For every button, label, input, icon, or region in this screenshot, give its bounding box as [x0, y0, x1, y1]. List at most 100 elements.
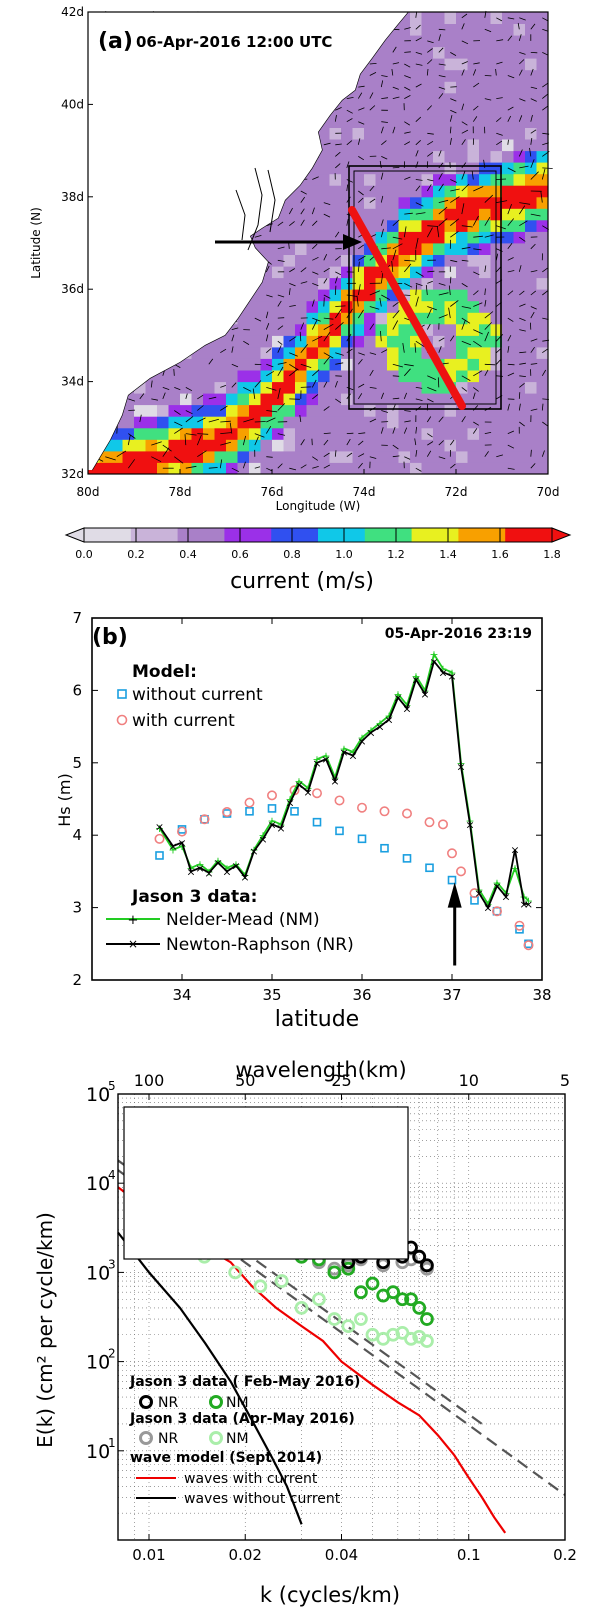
current-cell: [352, 439, 365, 452]
x-tick-label: 70d: [537, 485, 560, 499]
current-cell: [433, 46, 445, 59]
current-vector: [323, 452, 330, 458]
nr-point: ×: [456, 760, 465, 773]
nm-point: +: [348, 746, 357, 759]
nm-apr-point: [294, 1300, 309, 1315]
nm-point: +: [411, 670, 420, 683]
current-cell: [283, 312, 296, 325]
current-vector: [334, 276, 338, 284]
current-cell: [444, 69, 457, 82]
current-vector: [266, 363, 274, 368]
current-vector: [369, 290, 381, 296]
current-cell: [513, 185, 526, 198]
current-vector: [300, 281, 308, 284]
nr-point: ×: [204, 867, 213, 880]
current-cell: [203, 346, 215, 359]
current-vector: [139, 393, 145, 400]
current-vector: [496, 266, 502, 273]
current-vector: [518, 403, 521, 411]
colorbar-segment: [224, 528, 272, 542]
current-vector: [530, 137, 533, 145]
current-cell: [513, 104, 526, 117]
current-vector: [427, 40, 434, 44]
current-cell: [479, 196, 491, 209]
current-vector: [300, 208, 305, 215]
altimeter-track: [348, 206, 466, 410]
current-cell: [479, 335, 491, 348]
current-vector: [312, 369, 320, 377]
current-cell: [398, 243, 411, 255]
current-cell: [398, 185, 411, 198]
current-cell: [387, 196, 399, 209]
current-cell: [444, 162, 457, 175]
current-cell: [421, 69, 434, 82]
nm-point: +: [447, 666, 456, 679]
current-cell: [260, 300, 273, 313]
current-cell: [479, 208, 491, 221]
current-vector: [507, 444, 515, 449]
current-cell: [479, 381, 491, 394]
current-vector: [415, 449, 418, 457]
current-cell: [456, 462, 468, 475]
current-vector: [517, 22, 520, 30]
current-cell: [226, 381, 238, 394]
current-cell: [444, 404, 457, 417]
current-vector: [530, 290, 537, 296]
current-cell: [318, 439, 330, 452]
current-vector: [392, 397, 400, 400]
current-vector: [530, 338, 538, 342]
current-vector: [323, 317, 334, 320]
current-vector: [449, 137, 452, 145]
current-cell: [352, 266, 365, 279]
nr-point: ×: [348, 750, 357, 763]
current-vector: [323, 381, 328, 388]
panel-b-frame: [91, 617, 543, 981]
current-cell: [306, 393, 319, 406]
current-vector: [427, 132, 434, 135]
current-vector: [266, 348, 272, 354]
without-current-point: [515, 925, 524, 934]
current-cell: [364, 427, 376, 440]
current-vector: [323, 267, 330, 273]
current-vector: [254, 317, 262, 322]
current-vector: [197, 417, 206, 423]
current-cell: [203, 450, 215, 463]
with-current-point: [514, 920, 525, 931]
current-vector: [461, 183, 470, 192]
current-vector: [427, 140, 434, 146]
legend-nm-feb: NM: [226, 1395, 249, 1411]
current-vector: [450, 218, 460, 227]
current-vector: [438, 416, 444, 423]
current-cell: [479, 12, 491, 24]
current-cell: [375, 300, 388, 313]
current-vector: [507, 372, 515, 377]
current-cell: [536, 58, 549, 71]
study-box-inner: [353, 170, 497, 405]
y-tick-label: 10: [86, 1173, 110, 1195]
current-cell: [237, 462, 250, 475]
current-cell: [387, 462, 399, 475]
y-tick-exponent: 5: [108, 1079, 116, 1093]
current-vector: [541, 450, 545, 457]
nr-point: ×: [524, 898, 533, 911]
current-cell: [410, 92, 422, 105]
y-tick-label: 7: [72, 609, 82, 627]
current-vector: [530, 213, 541, 217]
current-vector: [484, 432, 492, 434]
current-cell: [421, 323, 434, 336]
current-cell: [456, 404, 468, 417]
current-vector: [277, 325, 284, 330]
current-vector: [392, 375, 400, 377]
current-vector: [323, 352, 334, 359]
nm-point: +: [168, 844, 177, 857]
current-vector: [346, 140, 353, 146]
current-vector: [219, 459, 223, 469]
current-vector: [277, 366, 284, 377]
current-cell: [467, 370, 480, 383]
current-cell: [341, 312, 353, 325]
current-cell: [513, 381, 526, 394]
current-vector: [300, 267, 307, 273]
current-vector: [243, 387, 252, 392]
current-vector: [484, 216, 491, 226]
current-vector: [438, 456, 446, 460]
